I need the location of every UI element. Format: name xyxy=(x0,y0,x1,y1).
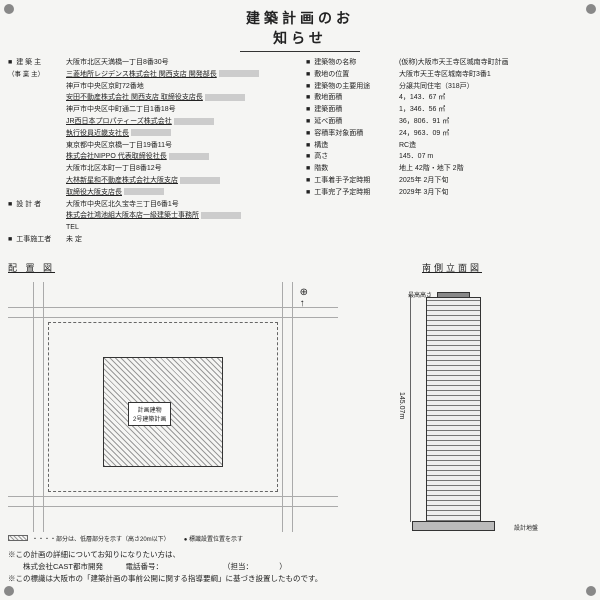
info-line: 株式会社鴻池組大阪本店一級建築士事務所 xyxy=(66,211,294,221)
site-plan: ⊕↑ 計画建物 2号建築計画 xyxy=(8,282,338,532)
footer-line: ※この標識は大阪市の「建築計画の事前公開に関する指導要綱」に基づき設置したもので… xyxy=(8,573,592,584)
info-line: ■設 計 者大阪市中央区北久宝寺三丁目6番1号 xyxy=(8,200,294,210)
info-line: 安田不動産株式会社 関西支店 取締役支店長 xyxy=(66,93,294,103)
info-line: ■建 築 主大阪市北区天満橋一丁目8番30号 xyxy=(8,58,294,68)
info-line: ■工事施工者未 定 xyxy=(8,235,294,245)
page-title: 建築計画のお知らせ xyxy=(240,8,360,52)
info-line: 取締役大阪支店長 xyxy=(66,188,294,198)
spec-row: ■敷地面積4，143．67 ㎡ xyxy=(306,93,592,103)
spec-row: ■工事着手予定時期2025年 2月下旬 xyxy=(306,176,592,186)
spec-row: ■容積率対象面積24，963．09 ㎡ xyxy=(306,129,592,139)
elev-section-label: 南側立面図 xyxy=(422,261,482,274)
spec-row: ■構造RC造 xyxy=(306,141,592,151)
footer: ※この計画の詳細についてお知りになりたい方は、 株式会社CAST都市開発 電話番… xyxy=(8,549,592,585)
elev-bottom-label: 設計地盤 xyxy=(514,523,538,532)
info-line: 神戸市中央区中町通二丁目1番18号 xyxy=(66,105,294,115)
tower xyxy=(426,297,481,522)
height-label: 145.07m xyxy=(398,392,405,419)
info-line: 株式会社NIPPO 代表取締役社長 xyxy=(66,152,294,162)
info-line: JR西日本プロパティーズ株式会社 xyxy=(66,117,294,127)
spec-row: ■階数地上 42階・地下 2階 xyxy=(306,164,592,174)
info-line: 神戸市中央区京町72番地 xyxy=(66,82,294,92)
info-line: 執行役員近畿支社長 xyxy=(66,129,294,139)
info-line: 東京都中央区京橋一丁目19番11号 xyxy=(66,141,294,151)
spec-row: ■建築物の名称(仮称)大阪市天王寺区城南寺町計画 xyxy=(306,58,592,68)
info-line: 大阪市北区本町一丁目8番12号 xyxy=(66,164,294,174)
footer-line: ※この計画の詳細についてお知りになりたい方は、 xyxy=(8,549,592,560)
spec-row: ■敷地の位置大阪市天王寺区城南寺町3番1 xyxy=(306,70,592,80)
info-line: （事 業 主）三菱地所レジデンス株式会社 関西支店 開発部長 xyxy=(8,70,294,80)
spec-row: ■建築物の主要用途分譲共同住宅（318戸） xyxy=(306,82,592,92)
info-block: ■建 築 主大阪市北区天満橋一丁目8番30号 （事 業 主）三菱地所レジデンス株式… xyxy=(8,58,592,247)
info-line: 大林新星和不動産株式会社大阪支店 xyxy=(66,176,294,186)
spec-row: ■延べ面積36，806．91 ㎡ xyxy=(306,117,592,127)
plan-section-label: 配 置 図 xyxy=(8,261,55,274)
spec-row: ■建築面積1，346．56 ㎡ xyxy=(306,105,592,115)
legend: ・・・・部分は、低層部分を示す（高さ20m以下） ● 標識設置位置を示す xyxy=(8,534,592,543)
info-line: TEL xyxy=(66,223,294,233)
plan-building-label: 計画建物 2号建築計画 xyxy=(128,402,171,426)
spec-row: ■工事完了予定時期2029年 3月下旬 xyxy=(306,188,592,198)
elevation: 最高高さ 145.07m 設計地盤 xyxy=(348,282,558,532)
footer-line: 株式会社CAST都市開発 電話番号： （担当： ） xyxy=(8,561,592,572)
diagrams: ⊕↑ 計画建物 2号建築計画 最高高さ 145.07m 設計地盤 xyxy=(8,282,592,532)
spec-row: ■高さ145．07 m xyxy=(306,152,592,162)
